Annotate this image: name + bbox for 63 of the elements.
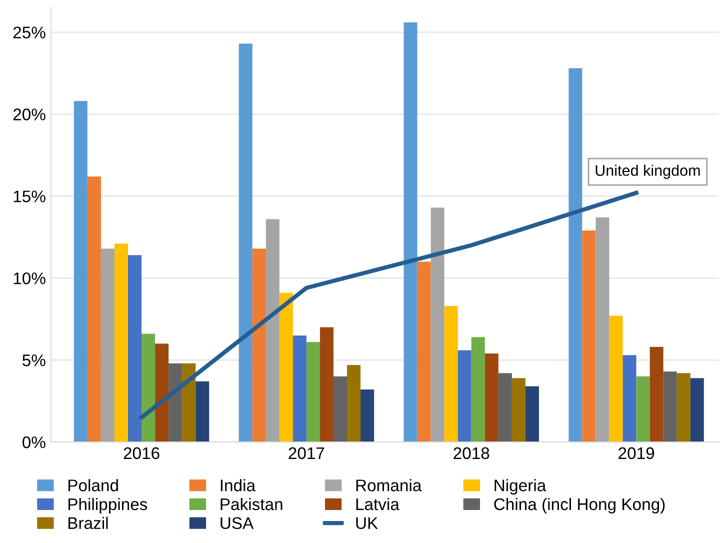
- bar: [622, 355, 636, 442]
- y-tick-label: 10%: [14, 272, 46, 284]
- bar: [100, 248, 114, 442]
- bar: [512, 378, 526, 442]
- bar: [292, 335, 306, 442]
- y-tick-label: 0%: [22, 436, 46, 448]
- bar: [444, 306, 458, 442]
- bar: [196, 381, 210, 442]
- bar: [333, 376, 348, 442]
- y-tick-label: 20%: [13, 108, 46, 120]
- bar: [417, 262, 431, 442]
- x-tick-label: 2018: [454, 447, 490, 460]
- x-tick-label: 2017: [288, 447, 324, 460]
- bar: [404, 22, 418, 442]
- bar: [128, 255, 142, 442]
- bar: [87, 176, 101, 442]
- bar: [320, 327, 334, 442]
- bar: [596, 217, 610, 442]
- bar: [74, 101, 88, 442]
- bar: [525, 386, 539, 442]
- legend-label: Nigeria: [494, 479, 546, 495]
- y-tick-label: 25%: [13, 26, 46, 38]
- legend-label: Philippines: [68, 498, 148, 514]
- bar: [498, 373, 512, 442]
- bar: [252, 248, 266, 442]
- bar: [114, 244, 128, 442]
- bar: [471, 337, 485, 442]
- y-tick-label: 5%: [22, 354, 46, 366]
- bar: [663, 372, 677, 442]
- bar: [650, 346, 664, 442]
- bar: [360, 390, 374, 442]
- bar: [142, 334, 156, 442]
- legend-label: Latvia: [356, 498, 400, 510]
- bar: [182, 363, 196, 442]
- bar: [347, 364, 361, 442]
- bar: [155, 344, 169, 442]
- bar: [168, 363, 182, 442]
- bar: [430, 208, 444, 442]
- bar: [568, 68, 582, 442]
- annotation: United kingdom: [596, 164, 700, 179]
- bar: [636, 376, 650, 442]
- bar: [238, 44, 252, 442]
- bar: [266, 219, 280, 442]
- line-series: [139, 190, 638, 420]
- bar: [306, 342, 320, 442]
- bar: [458, 350, 472, 442]
- x-tick-label: 2019: [618, 447, 654, 460]
- bar: [609, 316, 623, 442]
- legend-label: China (incl Hong Kong): [494, 498, 665, 514]
- bar: [690, 378, 704, 442]
- legend-label: USA: [220, 517, 254, 530]
- x-tick-label: 2016: [124, 447, 160, 460]
- bar: [279, 292, 293, 442]
- bar: [582, 230, 596, 442]
- legend-label: India: [220, 479, 256, 492]
- bar: [676, 373, 690, 442]
- legend-label: Poland: [68, 479, 118, 492]
- legend-label: Romania: [356, 479, 422, 492]
- legend-label: UK: [356, 517, 378, 530]
- legend-label: Brazil: [68, 516, 108, 530]
- bar: [484, 353, 498, 442]
- y-tick-label: 15%: [14, 190, 46, 202]
- legend-label: Pakistan: [220, 498, 282, 510]
